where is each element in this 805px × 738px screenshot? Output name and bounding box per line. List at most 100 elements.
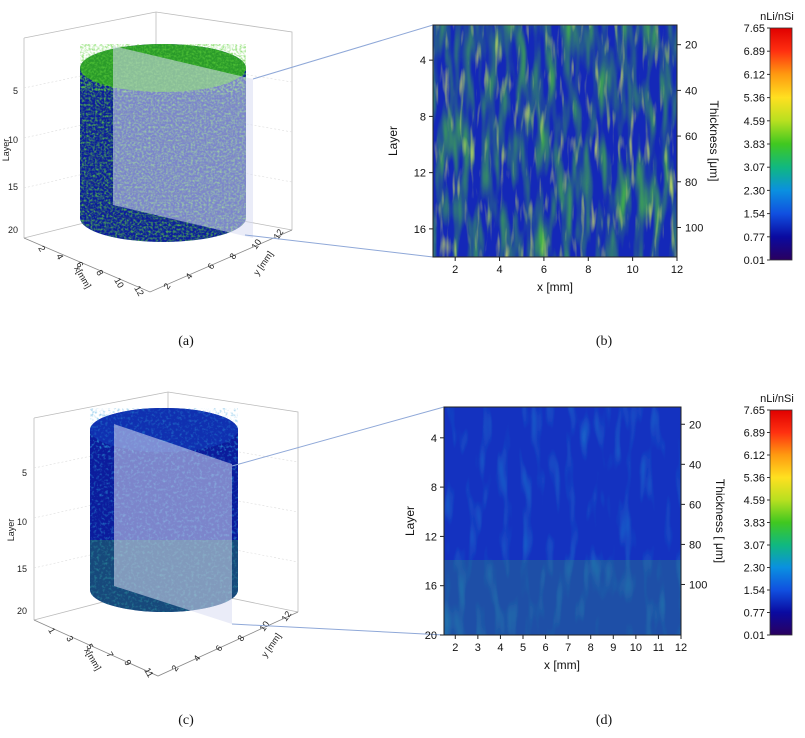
d-y2-tick-0: 20	[689, 419, 701, 431]
b-x-tick-4: 10	[627, 264, 639, 276]
panel-c-slice-plane	[114, 424, 232, 624]
panel-b-axes: 2 4 6 8 10 12 4 8 12 16 20 40 60 80 100	[414, 40, 704, 276]
b-colorbar-tick-9: 0.77	[744, 232, 765, 244]
c-x-tick-3: 7	[104, 650, 115, 659]
caption-c: (c)	[178, 713, 194, 728]
c-z-tick-2: 15	[17, 564, 27, 574]
d-y2-tick-3: 80	[689, 539, 701, 551]
connector-a-b	[244, 24, 434, 258]
d-colorbar-tick-9: 0.77	[744, 608, 765, 620]
b-colorbar-tick-8: 1.54	[744, 209, 765, 221]
c-y-title: y [mm]	[259, 631, 283, 659]
a-z-tick-3: 20	[8, 225, 18, 235]
caption-d: (d)	[596, 713, 613, 728]
c-z-title: Layer	[6, 519, 16, 542]
a-x-tick-5: 12	[132, 284, 146, 298]
d-x-tick-0: 2	[452, 642, 458, 654]
c-z-tick-0: 5	[22, 468, 27, 478]
b-y2-tick-2: 60	[685, 131, 697, 143]
b-y-tick-3: 16	[414, 224, 426, 236]
panel-a-z-ticks: 5 10 15 20	[8, 86, 18, 235]
a-y-tick-2: 6	[205, 261, 216, 271]
d-colorbar-tick-1: 6.89	[744, 428, 765, 440]
d-y-tick-2: 12	[425, 531, 437, 543]
a-x-tick-3: 8	[94, 268, 105, 277]
connector-c-d	[231, 406, 445, 636]
d-y2-label: Thickness [ μm]	[713, 479, 727, 563]
a-x-tick-4: 10	[112, 276, 126, 290]
b-colorbar-tick-1: 6.89	[744, 46, 765, 58]
d-colorbar-tick-8: 1.54	[744, 585, 765, 597]
b-y-label: Layer	[386, 126, 400, 156]
d-colorbar-tick-3: 5.36	[744, 473, 765, 485]
a-y-tick-4: 10	[249, 237, 263, 251]
a-x-title: x[mm]	[72, 264, 93, 290]
a-z-tick-2: 15	[8, 182, 18, 192]
c-x-tick-2: 5	[84, 642, 95, 651]
a-z-tick-1: 10	[8, 135, 18, 145]
d-y-tick-4: 20	[425, 630, 437, 642]
b-y2-tick-4: 100	[685, 222, 703, 234]
d-x-tick-7: 9	[610, 642, 616, 654]
a-x-tick-0: 2	[36, 244, 47, 253]
b-colorbar-tick-4: 4.59	[744, 116, 765, 128]
c-y-tick-0: 2	[169, 663, 180, 673]
b-colorbar-gradient	[769, 27, 793, 261]
a-y-tick-3: 8	[227, 251, 238, 261]
panel-c-z-ticks: 5 10 15 20	[17, 468, 27, 616]
b-y-tick-0: 4	[420, 55, 426, 67]
d-x-label: x [mm]	[544, 658, 580, 672]
d-x-tick-1: 3	[475, 642, 481, 654]
a-y-tick-5: 12	[271, 227, 285, 241]
d-colorbar-tick-5: 3.83	[744, 518, 765, 530]
b-x-label: x [mm]	[537, 280, 573, 294]
d-colorbar-tick-7: 2.30	[744, 563, 765, 575]
d-y2-tick-2: 60	[689, 499, 701, 511]
b-colorbar-tick-0: 7.65	[744, 23, 765, 35]
caption-a: (a)	[178, 334, 194, 349]
b-y2-tick-3: 80	[685, 177, 697, 189]
b-y2-label: Thickness [μm]	[707, 101, 721, 182]
d-colorbar-tick-0: 7.65	[744, 405, 765, 417]
a-z-tick-0: 5	[13, 86, 18, 96]
b-colorbar-tick-2: 6.12	[744, 69, 765, 81]
caption-b: (b)	[596, 334, 613, 349]
panel-d-heatmap: 2 3 4 5 6 7 8 9 10 11 12 4 8 12 16 20 20 40 60 80 100 x [mm]…	[403, 406, 727, 672]
c-z-tick-3: 20	[17, 606, 27, 616]
a-z-title: Layer	[1, 139, 11, 162]
b-y-tick-2: 12	[414, 168, 426, 180]
c-y-tick-3: 8	[235, 633, 246, 643]
c-x-tick-1: 3	[64, 634, 75, 643]
c-x-tick-0: 1	[46, 626, 57, 635]
c-y-tick-1: 4	[191, 653, 202, 663]
d-y-tick-0: 4	[431, 433, 437, 445]
panel-d-axes: 2 3 4 5 6 7 8 9 10 11 12 4 8 12 16 20 20 40 60 80 100	[425, 419, 708, 654]
panel-c-3d-plot: 5 10 15 20 Layer 1 3 5 7 9 11 x[mm] 2 4 …	[6, 391, 299, 679]
d-x-tick-5: 7	[565, 642, 571, 654]
a-y-title: y [mm]	[251, 249, 275, 277]
b-colorbar-tick-3: 5.36	[744, 93, 765, 105]
a-x-tick-2: 6	[74, 260, 85, 269]
d-x-tick-6: 8	[588, 642, 594, 654]
d-colorbar-gradient	[769, 409, 793, 636]
d-x-tick-8: 10	[630, 642, 642, 654]
d-colorbar-tick-10: 0.01	[744, 630, 765, 642]
panel-c-x-ticks: 1 3 5 7 9 11	[46, 626, 155, 679]
d-x-tick-4: 6	[543, 642, 549, 654]
c-x-tick-4: 9	[122, 658, 133, 667]
b-x-tick-3: 8	[585, 264, 591, 276]
c-z-tick-1: 10	[17, 517, 27, 527]
d-y-tick-1: 8	[431, 482, 437, 494]
c-y-tick-5: 12	[279, 609, 293, 623]
d-y2-tick-4: 100	[689, 579, 707, 591]
b-x-tick-2: 6	[541, 264, 547, 276]
d-x-tick-2: 4	[497, 642, 503, 654]
c-x-tick-5: 11	[142, 666, 155, 679]
d-y2-tick-1: 40	[689, 459, 701, 471]
d-colorbar-tick-6: 3.07	[744, 540, 765, 552]
b-y2-tick-0: 20	[685, 40, 697, 52]
b-colorbar-title: nLi/nSi	[760, 11, 794, 23]
d-colorbar-tick-4: 4.59	[744, 495, 765, 507]
